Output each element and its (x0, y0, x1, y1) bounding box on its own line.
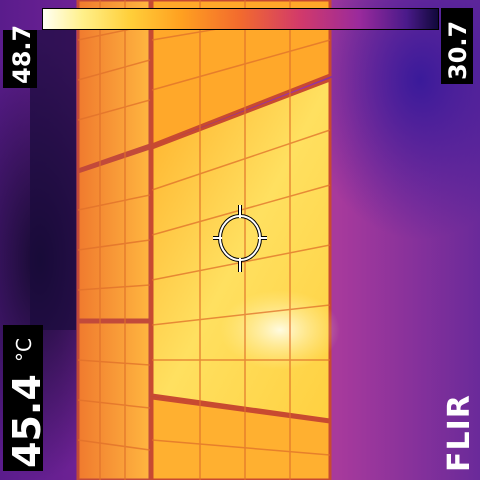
temperature-scale-bar (42, 8, 439, 30)
solar-panels-right (150, 0, 340, 480)
scale-max-label: 48.7 (8, 24, 36, 84)
spot-temperature-readout: 45.4 (5, 374, 49, 468)
solar-panels-left (76, 0, 152, 480)
spot-temperature-background (3, 325, 43, 471)
cell-grid (77, 0, 331, 480)
tree-shadow (30, 30, 76, 330)
flir-logo: FLIR (442, 394, 477, 472)
temperature-unit: °C (12, 338, 36, 362)
scale-min-background (441, 8, 473, 84)
scale-max-background (3, 30, 37, 88)
scale-min-label: 30.7 (444, 20, 472, 80)
